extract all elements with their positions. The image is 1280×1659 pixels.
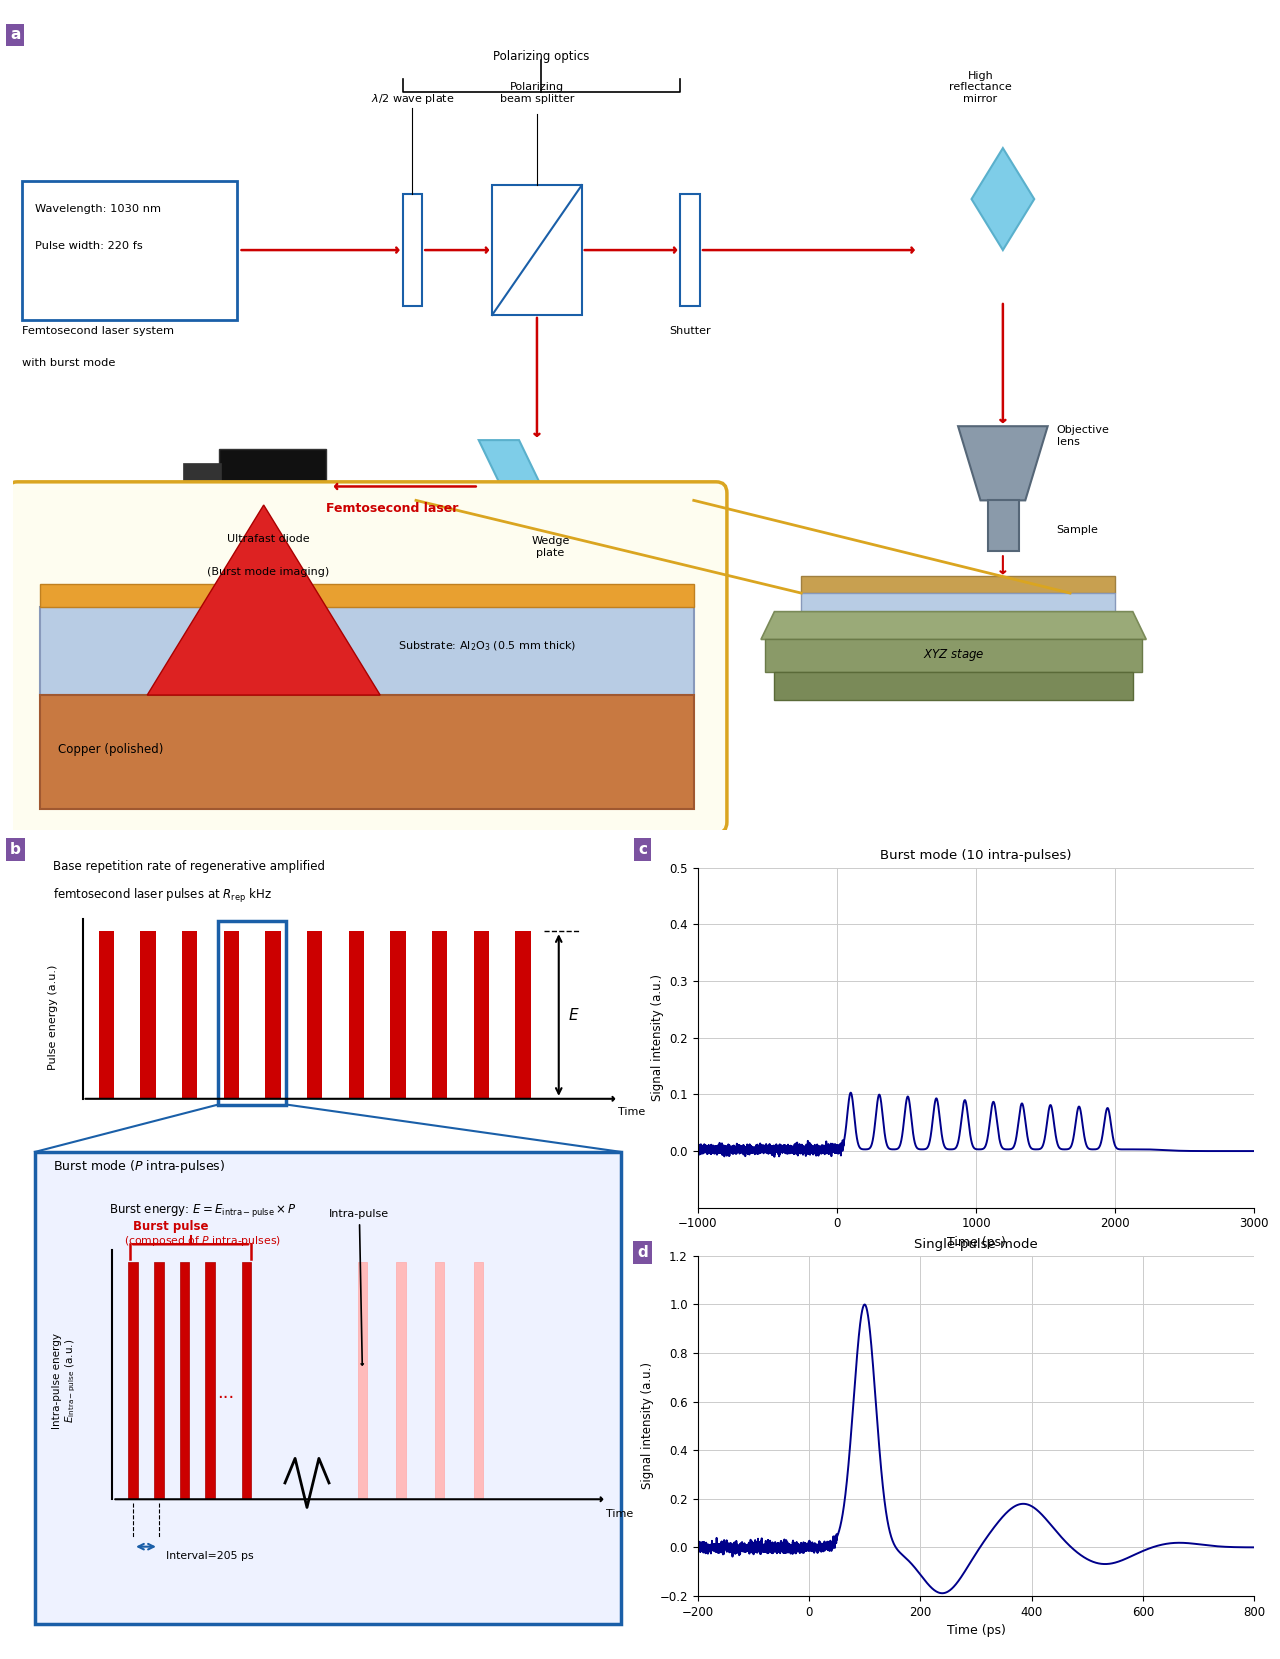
Text: Base repetition rate of regenerative amplified: Base repetition rate of regenerative amp… [52,859,325,873]
Bar [182,931,197,1098]
Bar [435,1262,444,1500]
Bar [348,931,364,1098]
Bar [397,1262,406,1500]
Y-axis label: Signal intensity (a.u.): Signal intensity (a.u.) [650,974,664,1102]
Bar [307,931,323,1098]
Bar [141,931,156,1098]
Y-axis label: Signal intensity (a.u.): Signal intensity (a.u.) [641,1362,654,1490]
Text: High
reflectance
mirror: High reflectance mirror [948,71,1012,105]
Text: Intra-pulse energy
$E_{\mathrm{intra-pulse}}$ (a.u.): Intra-pulse energy $E_{\mathrm{intra-pul… [51,1332,78,1428]
Text: Shutter: Shutter [669,325,710,335]
Bar [265,931,280,1098]
Text: ...: ... [216,1384,234,1402]
Bar [183,463,220,504]
Polygon shape [959,426,1048,501]
Text: Wedge
plate: Wedge plate [531,536,570,557]
Bar [801,594,1115,612]
Polygon shape [760,612,1147,639]
Bar [402,194,422,305]
Text: Sample: Sample [1057,524,1098,534]
Polygon shape [479,440,564,533]
Text: b: b [10,841,20,858]
Text: Wavelength: 1030 nm: Wavelength: 1030 nm [36,204,161,214]
Text: Femtosecond laser: Femtosecond laser [326,503,458,516]
Title: Burst mode (10 intra-pulses): Burst mode (10 intra-pulses) [881,849,1071,863]
FancyBboxPatch shape [22,181,237,320]
Text: Femtosecond laser system: Femtosecond laser system [22,325,174,335]
Bar [390,931,406,1098]
Text: Polarizing
beam splitter: Polarizing beam splitter [499,83,575,105]
X-axis label: Time (ps): Time (ps) [947,1624,1005,1637]
Bar [40,695,694,810]
Text: $\lambda$/2 wave plate: $\lambda$/2 wave plate [371,91,454,106]
Bar [219,450,326,519]
Bar [205,1262,215,1500]
Text: Time: Time [607,1510,634,1520]
Bar [40,607,694,695]
Text: (composed of $P$ intra-pulses): (composed of $P$ intra-pulses) [124,1234,282,1248]
Bar [154,1262,164,1500]
Text: Time: Time [618,1107,645,1117]
Bar [357,1262,367,1500]
Text: Polarizing optics: Polarizing optics [493,50,590,63]
Text: Burst energy: $E = E_{\mathrm{intra-pulse}} \times P$: Burst energy: $E = E_{\mathrm{intra-puls… [109,1203,297,1219]
Text: Pulse energy (a.u.): Pulse energy (a.u.) [47,964,58,1070]
Text: Substrate: Al$_2$O$_3$ (0.5 mm thick): Substrate: Al$_2$O$_3$ (0.5 mm thick) [398,639,576,652]
Bar [35,1151,621,1624]
Bar [431,931,448,1098]
Bar [988,501,1019,551]
Text: Intra-pulse: Intra-pulse [329,1209,389,1365]
Bar [474,931,489,1098]
Text: femtosecond laser pulses at $R_{\mathrm{rep}}$ kHz: femtosecond laser pulses at $R_{\mathrm{… [52,886,271,904]
Text: c: c [637,841,648,858]
Bar [128,1262,138,1500]
Bar [474,1262,483,1500]
Bar [493,186,581,315]
Bar [801,576,1115,594]
Text: Ultrafast diode: Ultrafast diode [227,534,310,544]
Bar [242,1262,251,1500]
Text: Burst mode ($P$ intra-pulses): Burst mode ($P$ intra-pulses) [52,1158,225,1175]
Title: Single-pulse mode: Single-pulse mode [914,1238,1038,1251]
Text: with burst mode: with burst mode [22,358,115,368]
Bar [99,931,114,1098]
Polygon shape [147,504,380,695]
Bar [179,1262,189,1500]
Text: d: d [637,1244,648,1261]
Text: Copper (polished): Copper (polished) [58,743,163,757]
Bar [40,584,694,607]
Bar [774,672,1133,700]
Text: Burst pulse: Burst pulse [133,1219,209,1233]
Bar [224,931,239,1098]
Bar [219,921,287,1105]
Bar [516,931,531,1098]
X-axis label: Time (ps): Time (ps) [947,1236,1005,1249]
Polygon shape [972,148,1034,251]
Bar [765,639,1142,672]
Text: Interval=205 ps: Interval=205 ps [166,1551,253,1561]
Text: $XYZ$ stage: $XYZ$ stage [923,647,984,664]
Text: $E$: $E$ [568,1007,580,1024]
Text: (Burst mode imaging): (Burst mode imaging) [207,567,329,577]
FancyBboxPatch shape [6,481,727,833]
Text: Pulse width: 220 fs: Pulse width: 220 fs [36,241,143,251]
Text: a: a [10,27,20,43]
Bar [681,194,700,305]
Text: Objective
lens: Objective lens [1057,425,1110,446]
